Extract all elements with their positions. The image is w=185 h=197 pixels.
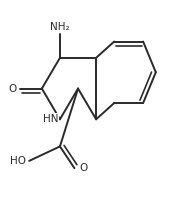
Text: NH₂: NH₂ (50, 22, 70, 32)
Text: HN: HN (43, 114, 58, 124)
Text: O: O (8, 84, 16, 94)
Text: O: O (80, 163, 88, 173)
Text: HO: HO (10, 156, 26, 166)
